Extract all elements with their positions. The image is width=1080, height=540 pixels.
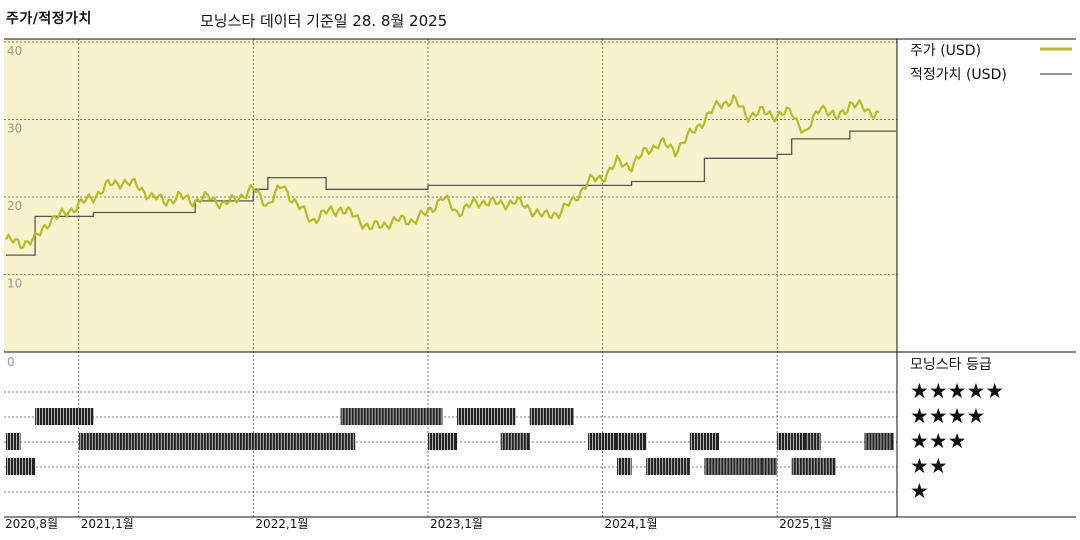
y-tick-label: 30 [7,122,22,136]
legend-fair-value-label: 적정가치 (USD) [910,67,1007,83]
rating-period-3-stars [806,433,821,450]
x-tick-label: 2025,1월 [779,517,832,531]
x-tick-label: 2023,1월 [430,517,483,531]
rating-period-2-stars [791,458,836,475]
rating-period-2-stars [646,458,690,475]
x-axis-ticks: 2020,8월 2021,1월 2022,1월 2023,1월 2024,1월 2025,… [5,517,832,531]
rating-period-3-stars [617,433,647,450]
star-label-5: ★★★★★ [910,379,1004,403]
star-label-2: ★★ [910,454,948,478]
rating-period-2-stars [704,458,763,475]
rating-period-4-stars [340,408,443,425]
legend-price-label: 주가 (USD) [910,43,981,59]
x-tick-label: 2024,1월 [605,517,658,531]
rating-title: 모닝스타 등급 [910,357,992,373]
rating-period-3-stars [689,433,719,450]
y-tick-label: 10 [7,277,22,291]
rating-period-3-stars [78,433,356,450]
rating-period-3-stars [500,433,530,450]
rating-period-4-stars [529,408,574,425]
price-plot-area [4,39,897,352]
star-label-3: ★★★ [910,429,966,453]
rating-period-3-stars [588,433,618,450]
y-tick-label: 40 [7,44,22,58]
y-axis-ticks: 40 30 20 10 0 [7,44,22,369]
rating-period-2-stars [762,458,778,475]
x-tick-label: 2022,1월 [255,517,308,531]
price-line [5,94,880,249]
x-tick-label: 2021,1월 [81,517,134,531]
y-tick-label: 0 [7,355,15,369]
rating-period-4-stars [35,408,94,425]
data-date-subtitle: 모닝스타 데이터 기준일 28. 8월 2025 [200,12,448,30]
rating-history-bars [6,408,894,475]
rating-period-3-stars [6,433,21,450]
rating-period-2-stars [6,458,36,475]
fair-value-line [6,130,896,256]
rating-period-3-stars [777,433,807,450]
y-tick-label: 20 [7,199,22,213]
star-label-1: ★ [910,479,929,503]
x-tick-label: 2020,8월 [5,517,58,531]
rating-period-3-stars [864,433,894,450]
rating-period-2-stars [617,458,632,475]
chart-title: 주가/적정가치 [6,11,92,27]
rating-period-3-stars [427,433,458,450]
star-label-4: ★★★★ [910,404,985,428]
rating-period-4-stars [457,408,516,425]
